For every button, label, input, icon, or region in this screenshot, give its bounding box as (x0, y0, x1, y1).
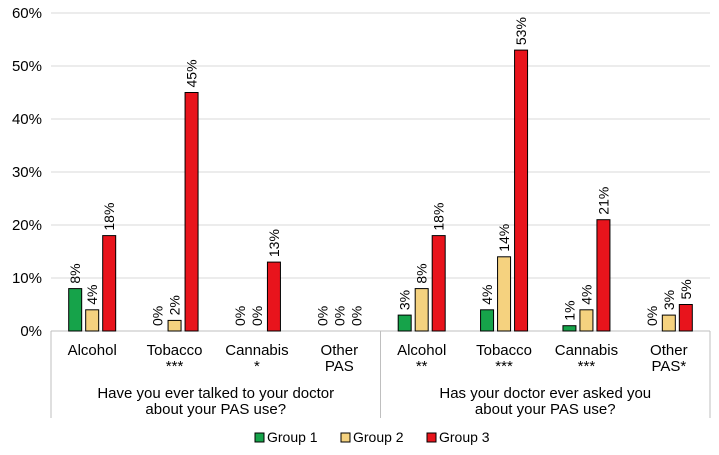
bar (266, 261, 281, 332)
data-label: 4% (84, 285, 100, 305)
data-label: 0% (150, 306, 166, 326)
group-label: about your PAS use? (475, 401, 616, 418)
category-label: Tobacco (147, 342, 203, 359)
bar (562, 325, 577, 332)
bars (68, 49, 693, 332)
data-label: 5% (678, 279, 694, 299)
y-tick-label: 50% (12, 58, 42, 75)
data-label: 21% (595, 187, 611, 215)
data-label: 4% (578, 285, 594, 305)
data-labels: 8%0% 0% 0%3% 4%1% 0%4%2%0% 0%8%14%4% 3%18%45%1… (67, 17, 694, 326)
category-label: Cannabis (225, 342, 288, 359)
category-label: Alcohol (397, 342, 446, 359)
bar (514, 49, 529, 332)
category-label: PAS (325, 358, 354, 375)
y-tick-label: 10% (12, 270, 42, 287)
category-label: Cannabis (555, 342, 618, 359)
legend-label: Group 3 (439, 429, 490, 445)
axes: 0% 10% 20% 30% 40% 50% 60% (12, 5, 711, 418)
data-label: 0% (314, 306, 330, 326)
category-label: Tobacco (476, 342, 532, 359)
bar (85, 309, 100, 332)
bar (397, 314, 412, 332)
bar (167, 319, 182, 332)
category-label: *** (578, 358, 596, 375)
data-label: 0% (249, 306, 265, 326)
legend-swatch (254, 432, 265, 443)
y-tick-label: 20% (12, 217, 42, 234)
category-label: ** (416, 358, 428, 375)
y-tick-label: 60% (12, 5, 42, 22)
bar (579, 309, 594, 332)
group-label: Have you ever talked to your doctor (97, 385, 334, 402)
data-label: 18% (431, 203, 447, 231)
data-label: 0% (644, 306, 660, 326)
data-label: 0% (348, 306, 364, 326)
data-label: 8% (67, 263, 83, 283)
legend-swatch (340, 432, 351, 443)
category-label: *** (495, 358, 513, 375)
bar (480, 309, 495, 332)
data-label: 8% (414, 263, 430, 283)
bar (678, 304, 693, 332)
group-label: about your PAS use? (145, 401, 286, 418)
category-label: *** (166, 358, 184, 375)
y-tick-label: 30% (12, 164, 42, 181)
data-label: 2% (167, 295, 183, 315)
gridlines (51, 12, 710, 279)
category-label: Other (321, 342, 359, 359)
data-label: 45% (184, 59, 200, 87)
category-label: PAS* (651, 358, 686, 375)
legend: Group 1 Group 2 Group 3 (254, 429, 490, 445)
bar (596, 219, 611, 332)
legend-label: Group 1 (267, 429, 318, 445)
data-label: 18% (101, 203, 117, 231)
data-label: 53% (513, 17, 529, 45)
y-tick-label: 40% (12, 111, 42, 128)
category-label: * (254, 358, 260, 375)
category-label: Other (650, 342, 688, 359)
data-label: 14% (496, 224, 512, 252)
data-label: 3% (661, 290, 677, 310)
bar (184, 92, 199, 332)
legend-swatch (426, 432, 437, 443)
data-label: 0% (331, 306, 347, 326)
category-label: Alcohol (68, 342, 117, 359)
bar (661, 314, 676, 332)
bar (68, 288, 83, 332)
data-label: 1% (561, 300, 577, 320)
bar (414, 288, 429, 332)
data-label: 0% (232, 306, 248, 326)
legend-label: Group 2 (353, 429, 404, 445)
bar (102, 235, 117, 332)
group-label: Has your doctor ever asked you (439, 385, 651, 402)
data-label: 3% (397, 290, 413, 310)
y-tick-label: 0% (20, 323, 42, 340)
data-label: 4% (479, 285, 495, 305)
bar (497, 256, 512, 332)
bar (431, 235, 446, 332)
data-label: 13% (266, 229, 282, 257)
